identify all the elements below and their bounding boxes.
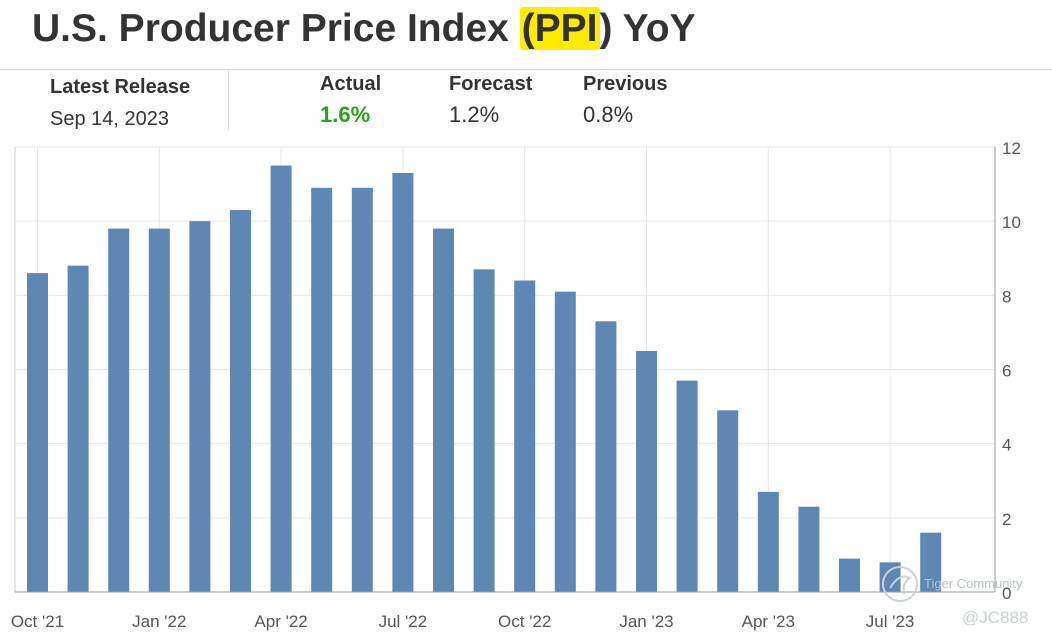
- bar-sep-22: [473, 269, 495, 592]
- bar-may-22: [311, 187, 333, 592]
- bar-oct-22: [514, 280, 536, 592]
- bar-jan-22: [148, 228, 170, 592]
- bar-dec-21: [108, 228, 130, 592]
- forecast-value: 1.2%: [449, 102, 500, 127]
- bar-nov-22: [554, 291, 576, 592]
- latest-release-label: Latest Release: [50, 76, 191, 98]
- bar-aug-23: [920, 532, 942, 592]
- previous-label: Previous: [583, 73, 668, 95]
- x-tick-label: Jan '23: [619, 612, 673, 631]
- chart-title: U.S. Producer Price Index (PPI) YoY: [32, 6, 696, 52]
- title-text-end: ) YoY: [599, 7, 696, 50]
- bar-jul-23: [879, 562, 901, 592]
- bar-nov-21: [67, 265, 89, 592]
- actual-value: 1.6%: [320, 102, 371, 127]
- bar-mar-22: [230, 210, 251, 592]
- ppi-bar-chart: 0 2 4 6 8 10 12 Oct '21 Jan '22 Apr '22 Jul '22 Oct…: [11, 140, 1021, 631]
- bar-apr-22: [270, 165, 292, 592]
- y-tick-label: 0: [1002, 584, 1011, 603]
- bar-dec-22: [595, 321, 617, 592]
- y-tick-label: 4: [1002, 436, 1011, 455]
- bar-oct-21: [27, 273, 48, 592]
- title-highlight: (PPI: [519, 7, 600, 50]
- bar-may-23: [798, 506, 820, 592]
- actual-label: Actual: [320, 73, 382, 95]
- title-text: U.S. Producer Price Index: [32, 7, 520, 50]
- bar-jan-23: [636, 350, 657, 592]
- bar-feb-23: [676, 380, 698, 592]
- forecast-label: Forecast: [449, 73, 533, 95]
- watermark-brand: Tiger Community: [924, 576, 1023, 591]
- x-tick-label: Oct '22: [498, 612, 551, 631]
- x-tick-label: Jan '22: [132, 612, 186, 631]
- bar-aug-22: [433, 228, 454, 592]
- bar-mar-23: [717, 410, 739, 592]
- bar-jul-22: [392, 172, 414, 593]
- tiger-logo-icon: [882, 566, 918, 602]
- y-tick-label: 2: [1002, 510, 1011, 529]
- latest-release-date: Sep 14, 2023: [50, 108, 169, 130]
- y-tick-label: 12: [1002, 140, 1021, 158]
- y-tick-label: 8: [1002, 287, 1011, 306]
- x-tick-label: Apr '22: [254, 612, 307, 631]
- x-tick-label: Jul '22: [379, 612, 428, 631]
- x-tick-label: Jul '23: [866, 612, 915, 631]
- watermark-handle: @JC888: [962, 608, 1029, 627]
- stats-divider: [228, 70, 229, 130]
- bar-feb-22: [189, 221, 211, 592]
- bar-jun-22: [351, 187, 373, 592]
- bar-jun-23: [839, 558, 860, 592]
- y-tick-label: 10: [1002, 213, 1021, 232]
- bar-apr-23: [757, 491, 779, 592]
- header-divider: [0, 69, 1052, 70]
- y-tick-label: 6: [1002, 362, 1011, 381]
- previous-value: 0.8%: [583, 102, 634, 127]
- x-tick-label: Apr '23: [742, 612, 795, 631]
- x-tick-label: Oct '21: [11, 612, 64, 631]
